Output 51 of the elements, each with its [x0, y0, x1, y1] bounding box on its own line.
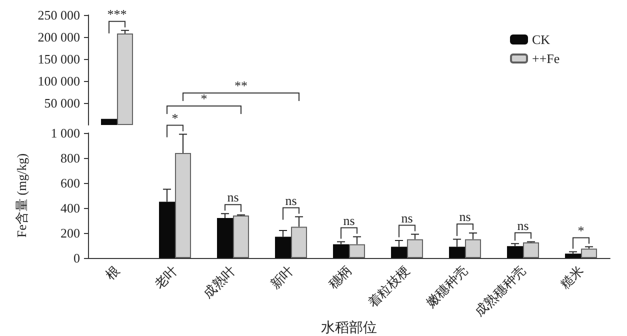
x-tick-label: 着粒枝梗 [364, 262, 412, 310]
legend-label: CK [532, 32, 551, 47]
x-tick-label: 老叶 [151, 262, 180, 292]
annotation: ns [343, 212, 355, 228]
annotation: ns [285, 192, 297, 208]
y-tick-label: 600 [60, 176, 80, 190]
x-tick-label: 穗柄 [325, 262, 354, 292]
y-tick-label: 200 [60, 226, 80, 240]
x-tick-label: 糙米 [557, 262, 586, 292]
bar [233, 216, 249, 258]
y-axis-title: Fe含量 (mg/kg) [14, 153, 29, 238]
legend-label: ++Fe [532, 51, 560, 66]
bar [349, 244, 365, 258]
y-tick-label: 50 000 [44, 96, 80, 110]
bar [291, 226, 307, 258]
y-tick-label: 150 000 [38, 52, 80, 66]
y-tick-label: 800 [60, 150, 80, 166]
bar [581, 248, 597, 258]
bar [159, 202, 175, 258]
y-tick-label: 250 000 [38, 8, 80, 22]
annotation: ns [401, 210, 413, 226]
text: * [200, 91, 208, 106]
annotation: ns [227, 190, 239, 205]
x-axis-title: 水稻部位 [321, 320, 377, 336]
bar [217, 218, 233, 258]
bar [391, 246, 407, 258]
y-tick-label: 200 000 [38, 30, 80, 44]
text: ** [234, 78, 248, 93]
annotation: ns [517, 218, 529, 233]
x-tick-label: 根 [102, 262, 122, 282]
x-tick-label: 嫩穗种壳 [422, 262, 470, 310]
bar [449, 246, 465, 258]
bar [465, 239, 481, 258]
y-tick-label: 400 [60, 200, 80, 216]
y-tick-label: 100 000 [38, 74, 80, 88]
x-tick-label: 成熟穗种壳 [472, 262, 528, 320]
x-tick-label: 新叶 [267, 262, 296, 292]
bar [175, 153, 191, 258]
annotation: * [578, 222, 584, 238]
annotation: *** [107, 6, 127, 22]
bar [565, 254, 581, 258]
x-tick-label: 成熟叶 [200, 262, 238, 301]
bar [407, 239, 423, 258]
y-tick-label: 1 000 [50, 126, 80, 140]
bar [275, 236, 291, 258]
annotation: ns [459, 209, 471, 224]
text: * [172, 110, 178, 126]
y-tick-label: 0 [74, 250, 80, 266]
bar [507, 246, 523, 258]
bar [523, 242, 539, 258]
bar [333, 244, 349, 258]
